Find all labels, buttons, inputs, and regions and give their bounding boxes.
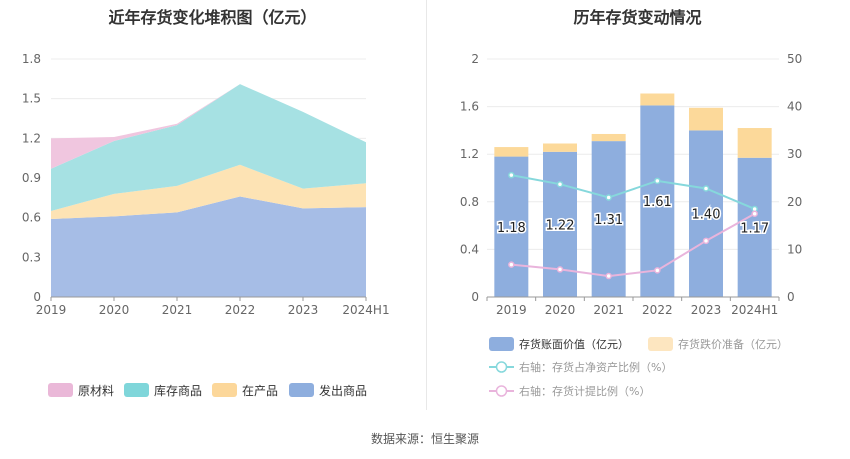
left-y-tick-label: 1.5 bbox=[22, 92, 41, 106]
bar-value-label: 1.22 bbox=[546, 218, 575, 233]
panel-divider bbox=[426, 0, 427, 410]
left-x-tick-label: 2024H1 bbox=[342, 303, 389, 317]
left-legend-swatch bbox=[48, 383, 73, 397]
left-legend-label: 库存商品 bbox=[154, 383, 202, 398]
left-legend-label: 原材料 bbox=[78, 384, 114, 398]
bar-value-label: 1.31 bbox=[594, 213, 623, 228]
legend-label-book-value: 存货账面价值（亿元） bbox=[519, 337, 629, 351]
line-point-1 bbox=[508, 171, 515, 179]
line-point-2 bbox=[654, 267, 661, 274]
right-y2-tick-label: 20 bbox=[787, 195, 802, 209]
left-legend-swatch bbox=[289, 383, 314, 397]
area-series-3 bbox=[51, 84, 366, 212]
left-legend-swatch bbox=[124, 383, 149, 397]
right-y2-tick-label: 50 bbox=[787, 52, 802, 66]
bar-book-value bbox=[689, 130, 723, 297]
left-y-tick-label: 0 bbox=[33, 290, 41, 304]
bar-value-label: 1.40 bbox=[692, 208, 721, 223]
right-y-tick-label: 2 bbox=[471, 52, 479, 66]
line-point-1 bbox=[605, 194, 612, 201]
bar-book-value bbox=[591, 141, 626, 297]
bar-impairment bbox=[737, 128, 772, 158]
line-point-1 bbox=[654, 177, 661, 185]
right-x-tick-label: 2022 bbox=[642, 303, 673, 317]
right-x-tick-label: 2023 bbox=[691, 303, 722, 317]
bar-impairment bbox=[591, 133, 626, 142]
line-point-1 bbox=[702, 185, 710, 192]
line-series-1 bbox=[511, 174, 756, 210]
right-x-tick-label: 2021 bbox=[593, 303, 624, 317]
left-x-tick-label: 2021 bbox=[162, 303, 193, 317]
bar-impairment bbox=[543, 143, 577, 152]
right-x-tick-label: 2020 bbox=[545, 303, 576, 317]
left-y-tick-label: 0.3 bbox=[22, 250, 41, 264]
bar-value-label: 1.18 bbox=[497, 221, 526, 236]
left-x-tick-label: 2023 bbox=[288, 303, 319, 317]
right-y-tick-label: 1.6 bbox=[460, 100, 479, 114]
left-y-tick-label: 1.8 bbox=[22, 52, 41, 66]
right-y-tick-label: 0.8 bbox=[460, 195, 479, 209]
right-x-tick-label: 2019 bbox=[496, 303, 527, 317]
data-source: 数据来源：恒生聚源 bbox=[370, 432, 479, 446]
legend-line-label-1: 右轴：存货占净资产比例（%） bbox=[519, 360, 672, 374]
bar-impairment bbox=[689, 107, 723, 131]
left-legend-label: 发出商品 bbox=[319, 383, 367, 398]
bar-impairment bbox=[494, 147, 529, 157]
bar-impairment bbox=[640, 93, 675, 106]
right-chart-title: 历年存货变动情况 bbox=[573, 8, 702, 27]
area-series-2 bbox=[51, 164, 366, 219]
left-legend-label: 在产品 bbox=[242, 384, 278, 398]
right-x-tick-label: 2024H1 bbox=[731, 303, 778, 317]
left-x-tick-label: 2020 bbox=[99, 303, 130, 317]
legend-label-impairment: 存货跌价准备（亿元） bbox=[678, 337, 788, 351]
right-y-tick-label: 0.4 bbox=[460, 242, 479, 256]
bar-value-label: 1.17 bbox=[740, 221, 769, 236]
bar-book-value bbox=[543, 151, 577, 297]
line-point-2 bbox=[605, 272, 612, 280]
legend-swatch-impairment bbox=[648, 337, 673, 351]
line-series-2 bbox=[511, 212, 756, 278]
left-legend-swatch bbox=[212, 383, 237, 397]
left-y-tick-label: 1.2 bbox=[22, 131, 41, 145]
bar-value-label: 1.61 bbox=[643, 195, 672, 210]
left-y-tick-label: 0.9 bbox=[22, 171, 41, 185]
bar-book-value bbox=[640, 105, 675, 297]
left-chart-title: 近年存货变化堆积图（亿元） bbox=[108, 8, 317, 27]
left-x-tick-label: 2022 bbox=[225, 303, 256, 317]
right-y2-tick-label: 10 bbox=[787, 242, 802, 256]
legend-swatch-book-value bbox=[489, 337, 514, 351]
bar-book-value bbox=[494, 156, 529, 297]
right-y2-tick-label: 30 bbox=[787, 147, 802, 161]
line-point-2 bbox=[508, 261, 515, 268]
legend-line-marker-2 bbox=[495, 385, 508, 397]
right-y2-tick-label: 40 bbox=[787, 100, 802, 114]
right-y2-tick-label: 0 bbox=[787, 290, 795, 304]
bar-book-value bbox=[737, 157, 772, 297]
line-point-2 bbox=[751, 210, 758, 217]
legend-line-marker-1 bbox=[495, 361, 508, 373]
line-point-2 bbox=[556, 266, 564, 273]
left-x-tick-label: 2019 bbox=[36, 303, 67, 317]
right-y-tick-label: 1.2 bbox=[460, 147, 479, 161]
line-point-1 bbox=[556, 180, 564, 188]
line-point-2 bbox=[702, 237, 710, 245]
area-series-1 bbox=[51, 196, 366, 297]
left-y-tick-label: 0.6 bbox=[22, 211, 41, 225]
right-y-tick-label: 0 bbox=[471, 290, 479, 304]
legend-line-label-2: 右轴：存货计提比例（%） bbox=[519, 384, 650, 398]
